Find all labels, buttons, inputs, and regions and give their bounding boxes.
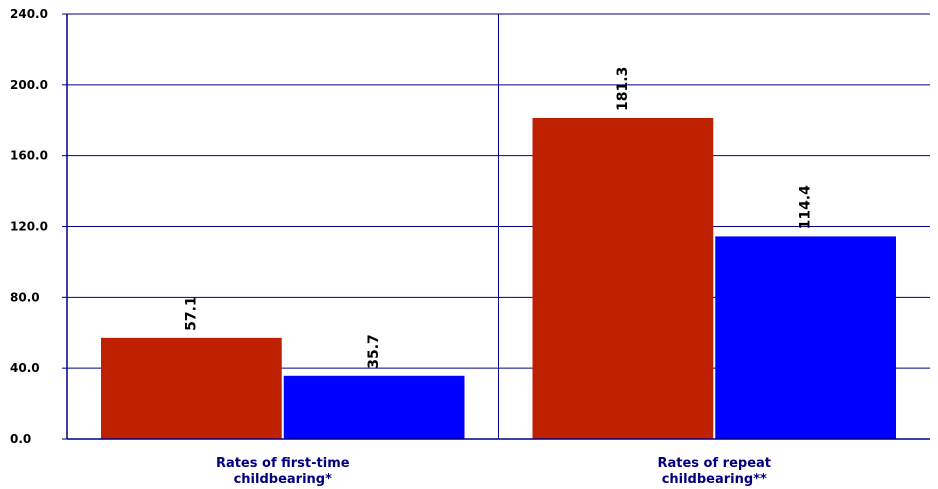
bar [715,236,896,439]
data-label: 114.4 [798,185,814,230]
y-tick-label: 0.0 [10,432,31,446]
data-label: 57.1 [183,296,199,331]
y-tick-label: 80.0 [10,290,40,304]
y-tick-label: 40.0 [10,361,40,375]
category-label: Rates of first-time [216,456,350,471]
y-tick-label: 240.0 [10,7,48,21]
bar [101,337,282,439]
y-tick-label: 200.0 [10,78,48,92]
bar [532,117,714,440]
y-tick-label: 160.0 [10,149,48,163]
labels: 0.0 40.0 80.0 120.0 160.0 200.0 240.0 57.1 35.7 R… [10,7,814,487]
category-label: Rates of repeat [657,456,771,471]
data-label: 35.7 [366,334,382,369]
bars [101,117,896,440]
data-label: 181.3 [615,67,631,111]
category-label: childbearing* [234,472,333,487]
bar [283,375,465,439]
axes [62,13,930,440]
category-label: childbearing** [662,472,767,487]
y-tick-label: 120.0 [10,220,48,234]
